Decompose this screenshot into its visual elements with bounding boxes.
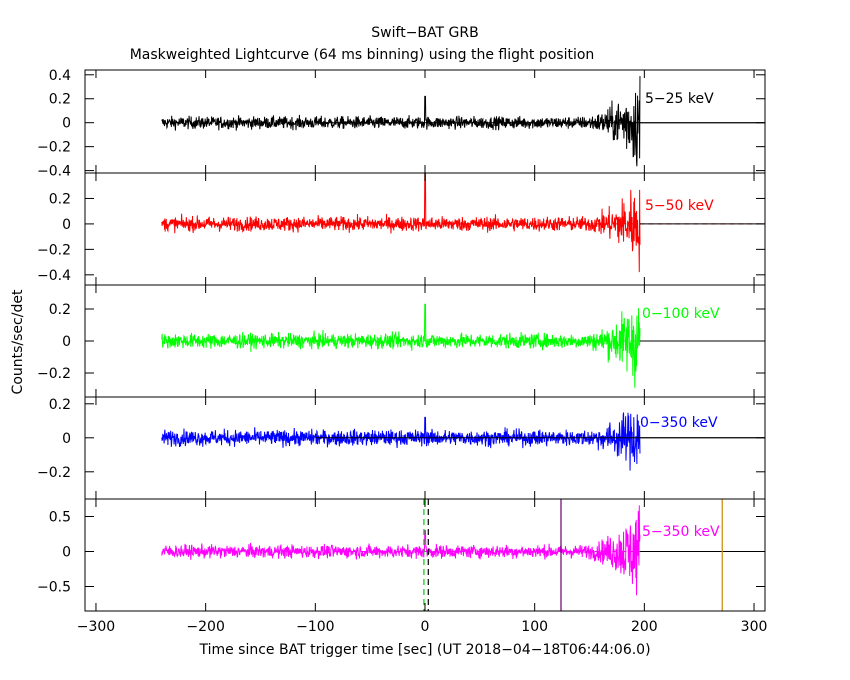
y-tick-label: −0.2 (37, 465, 71, 481)
band-label-1: 5−25 keV (645, 91, 714, 107)
band-label-2: 5−50 keV (645, 198, 714, 214)
y-tick-label: −0.4 (37, 164, 71, 180)
y-tick-label: 0 (62, 431, 71, 447)
panel-frame-4 (84, 396, 766, 500)
series-line-5 (161, 505, 641, 596)
x-axis: −300 −200 −100 0 100 200 300 (77, 619, 768, 635)
x-tick-label: −100 (296, 619, 334, 635)
y-tick-label: −0.4 (37, 268, 71, 284)
x-tick-label: 100 (521, 619, 548, 635)
x-tick-label: 0 (421, 619, 430, 635)
y-tick-label: −0.2 (37, 242, 71, 258)
y-tick-label: 0.2 (49, 397, 71, 413)
panel-5: −0.5 0 0.5 5−350 keV (37, 498, 766, 612)
y-tick-label: 0.5 (49, 510, 71, 526)
panel-3: −0.2 0 0.2 0−100 keV (37, 284, 766, 398)
y-tick-label: 0 (62, 217, 71, 233)
band-label-4: 0−350 keV (640, 415, 718, 431)
chart-subtitle: Maskweighted Lightcurve (64 ms binning) … (130, 47, 595, 63)
series-line-2 (161, 172, 641, 273)
y-tick-label: 0.2 (49, 302, 71, 318)
x-tick-label: 200 (631, 619, 658, 635)
y-tick-label: 0.2 (49, 92, 71, 108)
panel-frame-5 (84, 498, 766, 612)
y-tick-label: −0.2 (37, 140, 71, 156)
panels-group: −0.4 −0.2 0 0.2 0.4 5−25 keV −0.4 −0.2 0 0.2 5−50 … (37, 68, 766, 612)
band-label-3: 0−100 keV (642, 306, 720, 322)
x-tick-label: −200 (186, 619, 224, 635)
y-tick-label: 0.4 (49, 68, 71, 84)
y-tick-label: −0.5 (37, 580, 71, 596)
y-tick-label: 0 (62, 334, 71, 350)
panel-1: −0.4 −0.2 0 0.2 0.4 5−25 keV (37, 68, 766, 180)
y-tick-label: 0.2 (49, 191, 71, 207)
y-axis-label: Counts/sec/det (10, 289, 26, 394)
series-line-4 (161, 412, 641, 471)
series-line-1 (161, 76, 641, 167)
x-axis-label: Time since BAT trigger time [sec] (UT 20… (198, 642, 650, 658)
y-tick-label: 0 (62, 545, 71, 561)
series-line-3 (161, 303, 641, 388)
y-tick-label: 0 (62, 116, 71, 132)
x-tick-label: 300 (741, 619, 768, 635)
panel-4: −0.2 0 0.2 0−350 keV (37, 396, 766, 500)
band-label-5: 5−350 keV (642, 524, 720, 540)
y-tick-label: −0.2 (37, 366, 71, 382)
panel-2: −0.4 −0.2 0 0.2 5−50 keV (37, 172, 766, 286)
x-tick-label: −300 (77, 619, 115, 635)
chart-title: Swift−BAT GRB (371, 25, 478, 41)
